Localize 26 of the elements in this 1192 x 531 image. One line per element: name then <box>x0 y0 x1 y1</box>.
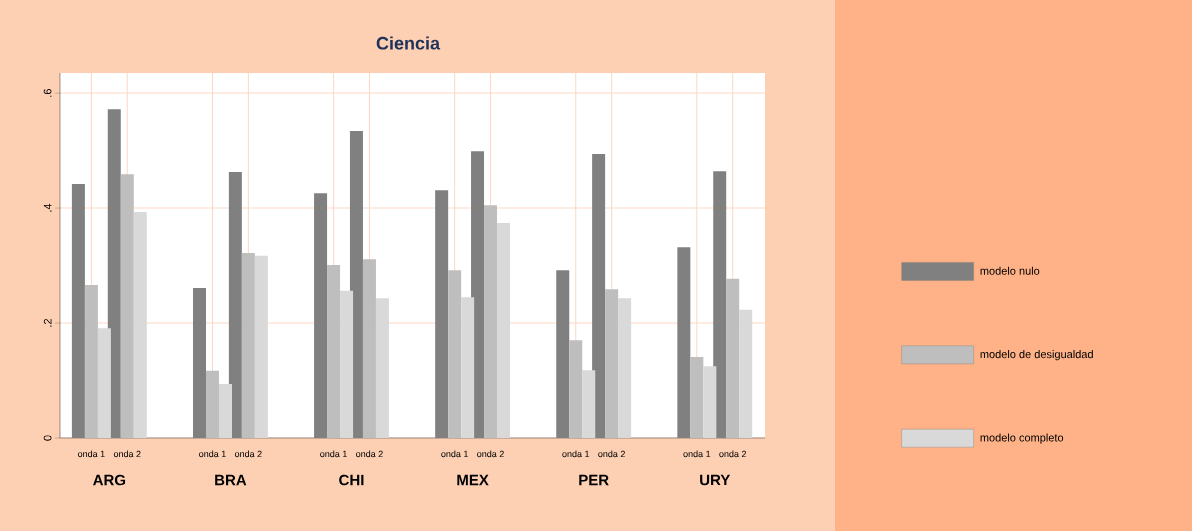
x-tick-label: onda 2 <box>719 450 747 458</box>
x-tick-label: onda 1 <box>683 450 711 458</box>
text: modelo completo <box>980 433 1064 444</box>
text: CHI <box>339 474 364 486</box>
y-tick-label: .4 <box>43 203 52 212</box>
text: PER <box>579 474 609 486</box>
x-tick-label: onda 2 <box>598 450 625 458</box>
x-tick-label: onda 2 <box>234 450 262 458</box>
x-tick-label: onda 1 <box>78 450 105 458</box>
text: modelo nulo <box>980 266 1040 275</box>
y-tick-label: .6 <box>43 89 52 97</box>
x-tick-label: onda 2 <box>113 450 141 458</box>
text: BRA <box>215 474 247 486</box>
x-tick-label: onda 1 <box>441 450 468 458</box>
x-tick-label: onda 1 <box>562 450 590 458</box>
chart-title: Ciencia <box>376 36 441 50</box>
text: ARG <box>93 474 126 486</box>
y-tick-label: .2 <box>43 319 52 327</box>
x-tick-label: onda 1 <box>320 450 347 458</box>
text: modelo de desigualdad <box>980 350 1093 361</box>
text: MEX <box>457 474 489 486</box>
x-tick-label: onda 2 <box>356 450 383 458</box>
text: URY <box>700 474 731 486</box>
x-tick-label: onda 2 <box>477 450 504 458</box>
y-tick-label: 0 <box>43 435 52 441</box>
x-tick-label: onda 1 <box>199 450 226 458</box>
